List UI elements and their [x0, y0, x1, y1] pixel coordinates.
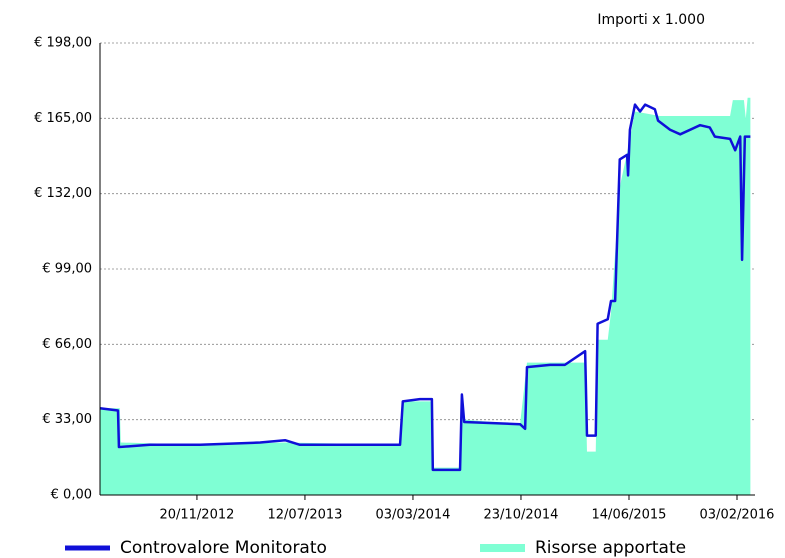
- legend-swatch: [480, 544, 525, 552]
- y-tick-label: € 33,00: [42, 412, 92, 427]
- y-tick-label: € 165,00: [34, 111, 92, 126]
- x-tick-label: 14/06/2015: [592, 508, 667, 523]
- y-tick-label: € 0,00: [51, 488, 92, 503]
- x-tick-label: 12/07/2013: [267, 508, 342, 523]
- x-tick-label: 03/02/2016: [700, 508, 775, 523]
- y-tick-label: € 132,00: [34, 186, 92, 201]
- x-tick-label: 20/11/2012: [159, 508, 234, 523]
- chart-title: Importi x 1.000: [597, 12, 705, 28]
- y-tick-label: € 99,00: [42, 262, 92, 277]
- y-tick-label: € 198,00: [34, 36, 92, 51]
- area: [100, 97, 751, 496]
- y-tick-label: € 66,00: [42, 337, 92, 352]
- x-tick-label: 23/10/2014: [484, 508, 559, 523]
- x-tick-label: 03/03/2014: [375, 508, 450, 523]
- legend-label: Risorse apportate: [535, 538, 686, 558]
- line: [99, 103, 751, 472]
- legend-label: Controvalore Monitorato: [120, 538, 327, 558]
